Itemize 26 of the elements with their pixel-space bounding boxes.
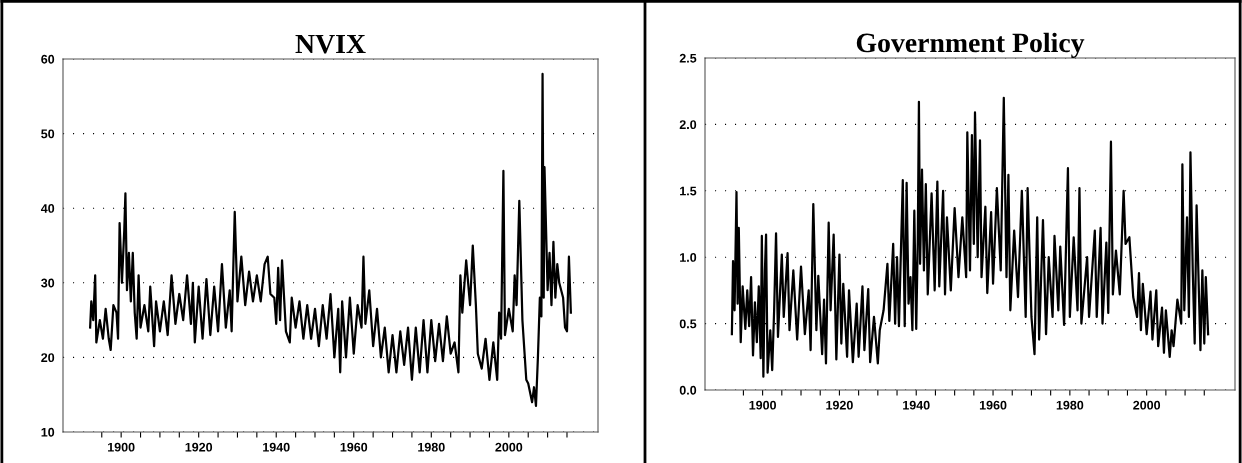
y-tick-label: 2.0 xyxy=(679,120,697,130)
x-tick-label: 1920 xyxy=(826,400,853,410)
y-tick-label: 30 xyxy=(41,278,55,288)
chart-title: Government Policy xyxy=(856,32,1085,58)
y-tick-label: 60 xyxy=(41,54,55,64)
y-tick-label: 50 xyxy=(41,129,55,139)
y-tick-label: 20 xyxy=(41,353,55,363)
y-tick-label: 0.5 xyxy=(679,319,697,329)
chart-title: NVIX xyxy=(295,34,366,54)
x-tick-label: 1980 xyxy=(1056,400,1084,410)
x-tick-label: 1900 xyxy=(749,400,776,410)
x-tick-label: 1960 xyxy=(979,400,1007,410)
x-tick-label: 1980 xyxy=(418,442,445,452)
y-tick-label: 0.0 xyxy=(679,385,697,395)
y-tick-label: 1.5 xyxy=(680,186,697,196)
x-tick-label: 2000 xyxy=(1133,400,1161,410)
x-tick-label: 1920 xyxy=(185,442,213,452)
x-tick-label: 1940 xyxy=(903,400,930,410)
y-tick-label: 1.0 xyxy=(680,253,697,262)
y-tick-label: 40 xyxy=(40,204,55,213)
y-tick-label: 2.5 xyxy=(679,53,697,63)
x-tick-label: 1900 xyxy=(108,442,135,452)
x-tick-label: 1940 xyxy=(263,442,290,452)
x-tick-label: 2000 xyxy=(495,442,523,452)
y-tick-label: 10 xyxy=(41,427,55,437)
x-tick-label: 1960 xyxy=(340,442,368,452)
